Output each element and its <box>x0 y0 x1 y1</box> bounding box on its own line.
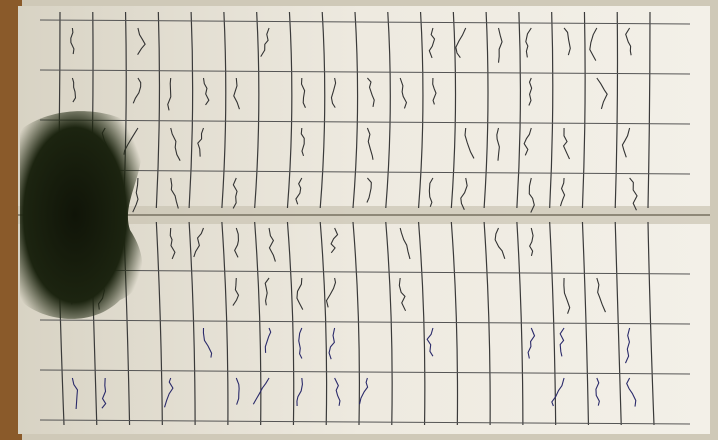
scribble <box>296 277 304 310</box>
column-rule <box>39 169 691 175</box>
scribble <box>252 377 270 405</box>
scribble <box>559 177 566 207</box>
scribble <box>330 227 339 254</box>
scribble <box>562 127 571 160</box>
scribble <box>399 227 411 260</box>
column-rule <box>39 369 691 375</box>
scribble <box>563 277 571 314</box>
scribble <box>264 327 272 353</box>
column-rule <box>39 269 691 275</box>
scribble <box>621 127 631 158</box>
row-rule <box>221 11 229 426</box>
scribble <box>497 27 503 63</box>
scribble <box>260 27 270 57</box>
column-rule <box>39 419 691 425</box>
scribble <box>626 377 637 407</box>
row-rule <box>450 11 459 426</box>
row-rule <box>614 11 622 426</box>
scribble <box>71 77 77 103</box>
scribble <box>551 377 565 407</box>
scribble <box>523 127 532 156</box>
column-rule <box>39 69 691 75</box>
column-rule <box>39 119 691 125</box>
scribble <box>464 127 475 159</box>
scribble <box>235 377 240 405</box>
scribble <box>193 227 205 258</box>
scribble <box>589 27 598 61</box>
scribble <box>596 77 608 110</box>
scribble <box>625 27 632 56</box>
scribble <box>426 327 434 357</box>
scribble <box>101 377 107 409</box>
column-rule <box>39 19 691 25</box>
scribble <box>300 127 305 157</box>
scribble <box>399 77 408 109</box>
scribble <box>132 177 139 213</box>
scribble <box>595 377 600 406</box>
scribble <box>525 27 532 58</box>
scribble <box>432 77 437 105</box>
scribble <box>528 77 533 106</box>
scribble <box>596 277 606 313</box>
scribble <box>197 127 205 157</box>
row-rule <box>516 11 524 426</box>
scribble <box>528 177 535 213</box>
scribble <box>296 377 303 407</box>
scribble <box>70 27 75 55</box>
column-rule <box>39 319 691 325</box>
scribble <box>398 277 407 312</box>
scribble <box>366 177 372 203</box>
scribble <box>366 127 374 160</box>
scribble <box>529 227 534 256</box>
hand-shadow <box>20 111 143 319</box>
scribble <box>232 177 238 209</box>
scribble <box>298 327 303 359</box>
row-rule <box>647 11 655 426</box>
scribble <box>496 127 500 161</box>
row-rule <box>483 11 491 426</box>
scribble <box>167 77 172 111</box>
scribble <box>428 177 434 207</box>
scribble <box>366 77 375 107</box>
row-rule <box>188 11 196 426</box>
scribble <box>325 277 337 308</box>
scribble <box>629 177 638 211</box>
scribble <box>169 227 176 260</box>
scribble <box>330 77 337 108</box>
scribble <box>334 377 341 406</box>
scribble <box>202 327 213 358</box>
scribble <box>300 77 306 108</box>
scribble <box>624 327 631 364</box>
scribble <box>359 377 369 405</box>
scribble <box>264 277 270 306</box>
scribble <box>328 327 336 360</box>
scribble <box>559 327 565 357</box>
scribble <box>170 127 181 161</box>
scribble <box>137 27 146 56</box>
row-rule <box>155 11 163 426</box>
row-rule <box>417 11 426 426</box>
scribble <box>164 377 174 408</box>
scribble <box>234 227 239 258</box>
scribble <box>494 227 506 259</box>
scribble <box>202 77 210 106</box>
scribble <box>71 377 79 410</box>
scribble <box>132 77 142 104</box>
scribble <box>527 327 536 359</box>
scribble <box>460 177 468 210</box>
scribble <box>563 27 571 56</box>
scribble <box>455 27 467 59</box>
scribble <box>232 277 240 306</box>
scribble <box>268 227 276 262</box>
scribble <box>170 177 179 209</box>
row-rule <box>549 11 557 426</box>
wood-edge <box>0 0 22 440</box>
row-rule <box>581 11 590 426</box>
scribble <box>295 177 303 205</box>
scribble <box>233 77 240 110</box>
scribble <box>428 27 436 59</box>
